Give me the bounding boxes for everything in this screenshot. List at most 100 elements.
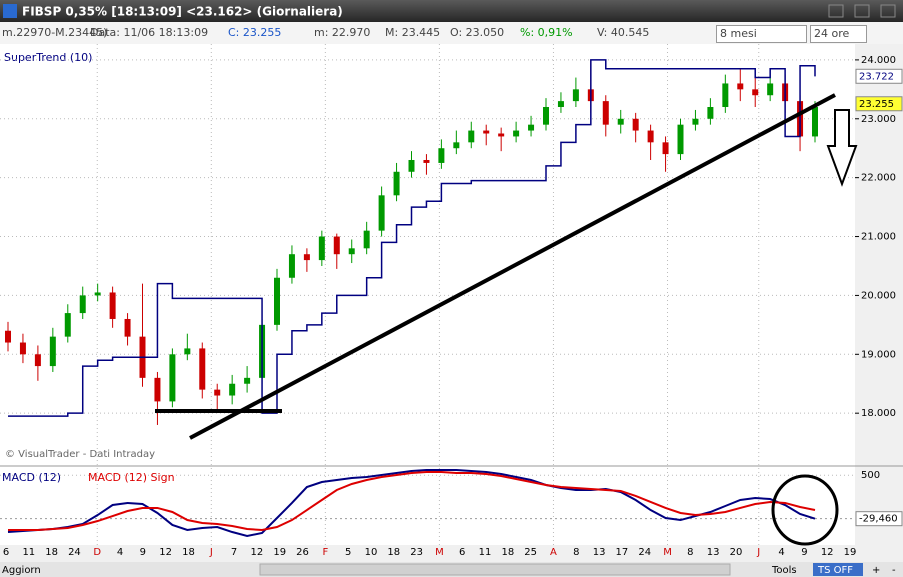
- footer-button[interactable]: Aggiorn: [2, 565, 41, 576]
- ts-button-bg[interactable]: [813, 563, 863, 576]
- candle-body: [378, 195, 385, 231]
- x-tick-label: 6: [459, 547, 465, 558]
- candle-body: [303, 254, 310, 261]
- x-tick-label: 13: [593, 547, 606, 558]
- info-text: C: 23.255: [228, 26, 282, 39]
- interval-select[interactable]: 24 ore: [810, 25, 867, 43]
- candle-body: [214, 389, 221, 396]
- info-text: %: 0,91%: [520, 26, 573, 39]
- app-icon: [3, 4, 17, 18]
- info-text: V: 40.545: [597, 26, 650, 39]
- info-text: O: 23.050: [450, 26, 505, 39]
- candle-body: [692, 118, 699, 125]
- macd-line: [8, 471, 816, 531]
- price-marker: [855, 96, 903, 112]
- x-tick-label: 12: [821, 547, 834, 558]
- candle-body: [498, 133, 505, 137]
- x-tick-label: 24: [638, 547, 651, 558]
- period-select[interactable]: 8 mesi: [716, 25, 807, 43]
- info-text: Data: 11/06 18:13:09: [90, 26, 209, 39]
- x-tick-label: 19: [273, 547, 286, 558]
- x-tick-label: M: [435, 547, 444, 558]
- price-marker-label: 23.722: [859, 71, 894, 82]
- candle-body: [5, 330, 11, 343]
- x-tick-label: D: [93, 547, 101, 558]
- candle-body: [169, 354, 176, 402]
- candle-body: [483, 130, 490, 134]
- footer-button[interactable]: Tools: [771, 565, 797, 576]
- y-tick-label: 19.000: [861, 349, 896, 360]
- candle-body: [543, 107, 549, 125]
- right-axis: [855, 44, 903, 545]
- window-buttons[interactable]: [828, 4, 896, 18]
- window-title: FIBSP 0,35% [18:13:09] <23.162> (Giornal…: [22, 5, 343, 19]
- candle-body: [49, 336, 56, 367]
- candle-body: [513, 130, 520, 137]
- candle-body: [79, 295, 86, 314]
- x-tick-label: 10: [365, 547, 378, 558]
- x-tick-label: 26: [296, 547, 309, 558]
- x-tick-label: 20: [730, 547, 743, 558]
- x-tick-label: 8: [687, 547, 693, 558]
- value-marker-label: -29,460: [859, 514, 898, 525]
- candle-body: [154, 377, 161, 402]
- x-tick-label: 12: [251, 547, 264, 558]
- x-tick-label: 25: [524, 547, 537, 558]
- candle-body: [363, 230, 370, 249]
- x-tick-label: 18: [387, 547, 400, 558]
- y-tick-label: 18.000: [861, 408, 896, 419]
- candle-body: [244, 377, 251, 384]
- candle-body: [274, 277, 280, 325]
- x-tick-label: 7: [231, 547, 237, 558]
- footer-button[interactable]: -: [892, 565, 896, 576]
- x-tick-label: 4: [778, 547, 784, 558]
- footer-button[interactable]: +: [872, 565, 880, 576]
- candle-body: [662, 142, 669, 155]
- trend-line: [189, 93, 836, 440]
- candle-body: [408, 159, 415, 172]
- down-arrow: [826, 109, 858, 187]
- candle-body: [707, 107, 714, 119]
- x-tick-label: 9: [140, 547, 146, 558]
- title-bar: [0, 0, 903, 22]
- candle-body: [318, 236, 325, 261]
- candle-body: [767, 83, 774, 96]
- info-text: m.22970-M.23445): [2, 26, 108, 39]
- candle-body: [348, 248, 355, 255]
- candle-body: [288, 254, 295, 278]
- candle-body: [647, 130, 654, 143]
- value-marker: [855, 511, 903, 527]
- x-tick-label: 18: [182, 547, 195, 558]
- macd-line: [7, 468, 816, 537]
- price-marker-label: 23.255: [859, 99, 894, 110]
- scrollbar[interactable]: [259, 563, 731, 576]
- x-tick-label: 19: [844, 547, 857, 558]
- x-tick-label: 9: [801, 547, 807, 558]
- legend-label: MACD (12): [2, 471, 61, 484]
- x-tick-label: A: [550, 547, 557, 558]
- candle-body: [557, 101, 564, 108]
- footer-button[interactable]: TS OFF: [817, 565, 853, 576]
- y-tick-label: 21.000: [861, 232, 896, 243]
- x-tick-label: M: [663, 547, 672, 558]
- indicator-legend: SuperTrend (10): [4, 51, 92, 64]
- x-tick-label: J: [756, 547, 760, 558]
- candle-body: [737, 83, 744, 90]
- candle-body: [423, 159, 430, 163]
- x-tick-label: 4: [117, 547, 123, 558]
- candle-body: [438, 148, 445, 163]
- candle-body: [453, 142, 460, 149]
- candle-body: [602, 101, 609, 125]
- highlight-circle: [771, 474, 839, 546]
- candle-body: [34, 354, 41, 367]
- candle-body: [812, 107, 818, 137]
- candle-body: [124, 318, 131, 337]
- y-tick-label: 24.000: [861, 55, 896, 66]
- x-tick-label: 17: [616, 547, 629, 558]
- y-tick-label: 500: [861, 470, 880, 481]
- candle-body: [752, 89, 759, 96]
- candle-body: [722, 83, 729, 108]
- y-tick-label: 20.000: [861, 290, 896, 301]
